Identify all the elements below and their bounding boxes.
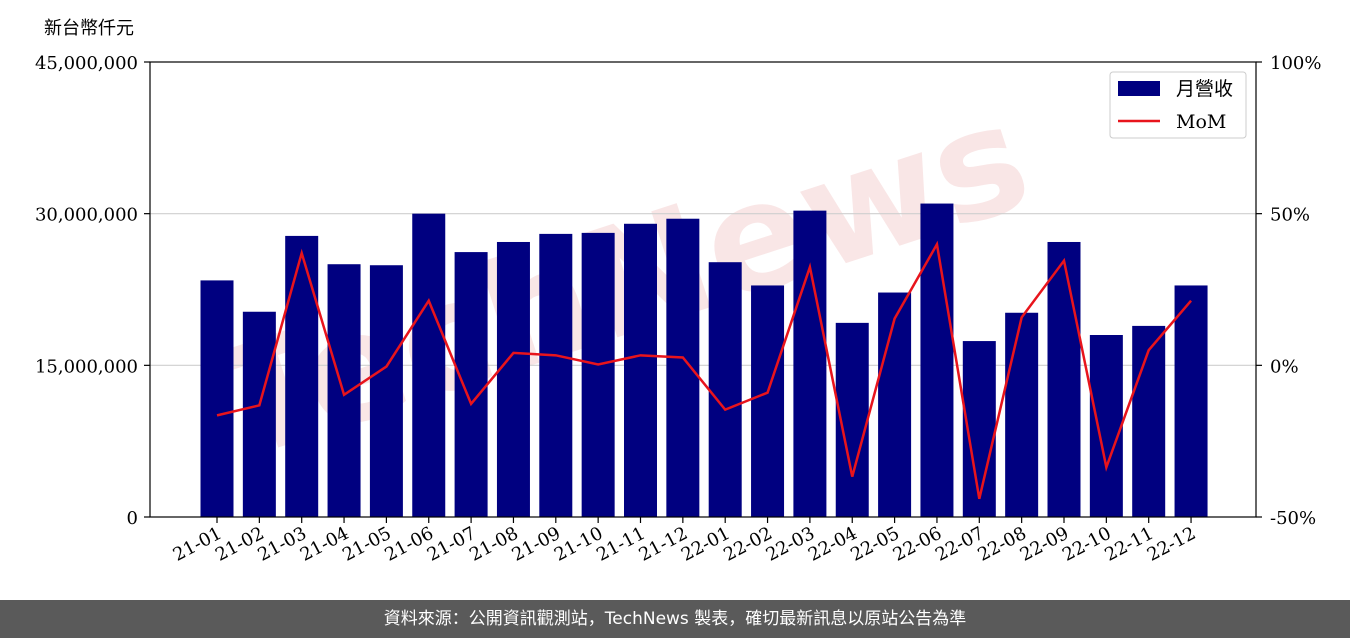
right-tick-label: 50% [1270, 205, 1310, 226]
bar-22-11 [1132, 325, 1166, 517]
left-tick-label: 30,000,000 [35, 205, 138, 226]
bar-series [200, 203, 1208, 518]
bar-22-01 [708, 262, 742, 517]
mom-line [216, 240, 1192, 500]
bar-22-09 [1047, 241, 1081, 517]
bar-22-12 [1174, 285, 1208, 517]
revenue-chart: TechNews 015,000,00030,000,00045,000,000… [35, 53, 1322, 566]
legend-label-mom: MoM [1176, 111, 1226, 133]
right-tick-label: 0% [1270, 356, 1299, 377]
mom-line-series [216, 240, 1192, 500]
left-tick-label: 0 [127, 508, 138, 529]
right-tick-label: -50% [1270, 508, 1316, 529]
bar-22-06 [920, 203, 954, 518]
bar-21-05 [369, 265, 403, 517]
bar-22-03 [793, 210, 827, 517]
bar-21-08 [496, 241, 530, 517]
bar-22-05 [878, 292, 912, 517]
legend-label-revenue: 月營收 [1176, 78, 1233, 100]
plot-frame [149, 61, 1257, 518]
bar-22-08 [1005, 312, 1039, 517]
right-tick-label: 100% [1270, 53, 1321, 74]
bar-21-07 [454, 252, 488, 518]
bar-22-10 [1089, 335, 1123, 517]
bar-22-02 [751, 285, 785, 517]
bar-21-11 [624, 223, 657, 517]
bar-21-03 [285, 235, 319, 517]
bar-21-01 [200, 280, 234, 517]
bar-21-10 [581, 232, 615, 517]
legend-bar-swatch [1118, 81, 1160, 96]
bar-21-09 [539, 233, 573, 517]
legend: 月營收 MoM [1109, 71, 1247, 139]
bar-21-06 [412, 213, 446, 517]
source-footer: 資料來源：公開資訊觀測站，TechNews 製表，確切最新訊息以原站公告為準 [0, 600, 1350, 638]
y-axis-unit-label: 新台幣仟元 [44, 18, 134, 39]
bar-21-12 [666, 218, 700, 517]
bar-21-02 [242, 311, 276, 517]
left-tick-label: 15,000,000 [35, 356, 138, 377]
x-tick-label: 22-12 [1144, 523, 1200, 566]
left-tick-label: 45,000,000 [35, 53, 138, 74]
